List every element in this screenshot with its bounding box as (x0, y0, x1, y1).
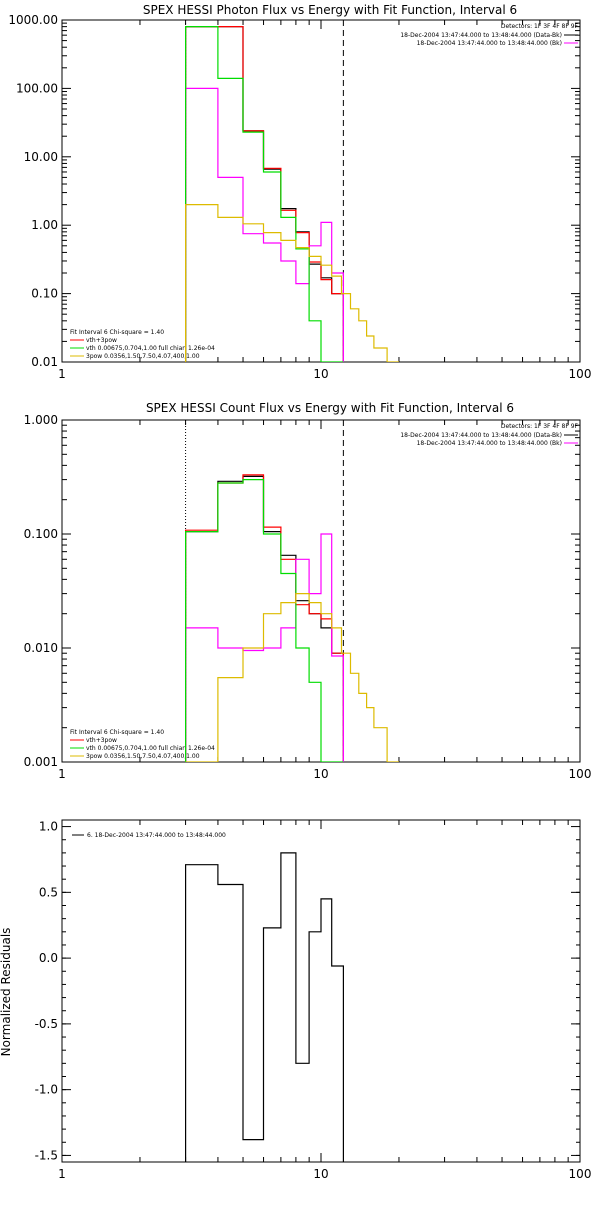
total-fit-legend-label-2: vth+3pow (86, 737, 117, 744)
y-tick-label: 10.00 (24, 150, 58, 164)
vth-histogram (185, 26, 344, 362)
residuals-histogram (185, 852, 344, 1162)
bk-interval-label-2: 18-Dec-2004 13:47:44.000 to 13:48:44.000… (417, 440, 562, 447)
x-tick-label: 100 (569, 767, 592, 781)
y-tick-label: 1.00 (31, 218, 58, 232)
y-tick-label: -1.5 (35, 1148, 58, 1162)
x-tick-label: 10 (313, 1167, 328, 1181)
y-tick-label: 0.001 (24, 755, 58, 769)
y-tick-label: 0.0 (39, 951, 58, 965)
residuals-panel: 6. 18-Dec-2004 13:47:44.000 to 13:48:44.… (0, 819, 592, 1181)
y-tick-label: 0.5 (39, 885, 58, 899)
vth-legend-label-2: vth 0.00675,0.704,1.00 full chian 1.26e-… (86, 745, 215, 752)
y-tick-label: 0.10 (31, 287, 58, 301)
bk-interval-label: 18-Dec-2004 13:47:44.000 to 13:48:44.000… (417, 40, 562, 47)
fit-interval-label-2: Fit Interval 6 Chi-square = 1.40 (70, 729, 164, 736)
y-tick-label: 100.00 (16, 81, 58, 95)
3pow-legend-label-2: 3pow 0.0356,1.50,7.50,4.07,400,1.00 (86, 753, 200, 760)
x-tick-label: 1 (58, 1167, 66, 1181)
plot-frame (61, 19, 581, 363)
detectors-label-2: Detectors: 1F 3F 4F 8F 9F (501, 423, 579, 430)
y-tick-label: 0.010 (24, 641, 58, 655)
y-tick-label: -1.0 (35, 1083, 58, 1097)
x-tick-label: 100 (569, 1167, 592, 1181)
data-histogram (185, 26, 344, 362)
y-tick-label: 0.100 (24, 527, 58, 541)
data-bk-interval-label-2: 18-Dec-2004 13:47:44.000 to 13:48:44.000… (400, 432, 562, 439)
y-tick-label: -0.5 (35, 1017, 58, 1031)
vth-legend-label: vth 0.00675,0.704,1.00 full chian 1.26e-… (86, 345, 215, 352)
total-fit-legend-label: vth+3pow (86, 337, 117, 344)
x-tick-label: 100 (569, 367, 592, 381)
x-tick-label: 1 (58, 367, 66, 381)
total-fit-histogram (185, 474, 344, 762)
total-fit-histogram (185, 26, 344, 362)
x-tick-label: 10 (313, 367, 328, 381)
count-flux-title: SPEX HESSI Count Flux vs Energy with Fit… (146, 401, 514, 415)
fit-interval-label: Fit Interval 6 Chi-square = 1.40 (70, 329, 164, 336)
photon-flux-title: SPEX HESSI Photon Flux vs Energy with Fi… (143, 3, 517, 17)
photon-flux-panel: SPEX HESSI Photon Flux vs Energy with Fi… (8, 3, 591, 381)
background-histogram (185, 87, 344, 362)
detectors-label: Detectors: 1F 3F 4F 8F 9F (501, 23, 579, 30)
y-tick-label: 1000.00 (8, 13, 58, 27)
plot-frame (61, 819, 581, 1163)
3pow-histogram (185, 593, 399, 762)
residuals-y-axis-label: Normalized Residuals (0, 928, 13, 1057)
x-tick-label: 1 (58, 767, 66, 781)
y-tick-label: 0.01 (31, 355, 58, 369)
y-tick-label: 1.000 (24, 413, 58, 427)
data-histogram (185, 475, 344, 762)
residual-legend-label: 6. 18-Dec-2004 13:47:44.000 to 13:48:44.… (87, 832, 226, 839)
count-flux-panel: SPEX HESSI Count Flux vs Energy with Fit… (24, 401, 592, 781)
3pow-histogram (185, 204, 399, 362)
x-tick-label: 10 (313, 767, 328, 781)
data-bk-interval-label: 18-Dec-2004 13:47:44.000 to 13:48:44.000… (400, 32, 562, 39)
background-histogram (185, 533, 344, 762)
y-tick-label: 1.0 (39, 820, 58, 834)
3pow-legend-label: 3pow 0.0356,1.50,7.50,4.07,400,1.00 (86, 353, 200, 360)
vth-histogram (185, 479, 344, 762)
